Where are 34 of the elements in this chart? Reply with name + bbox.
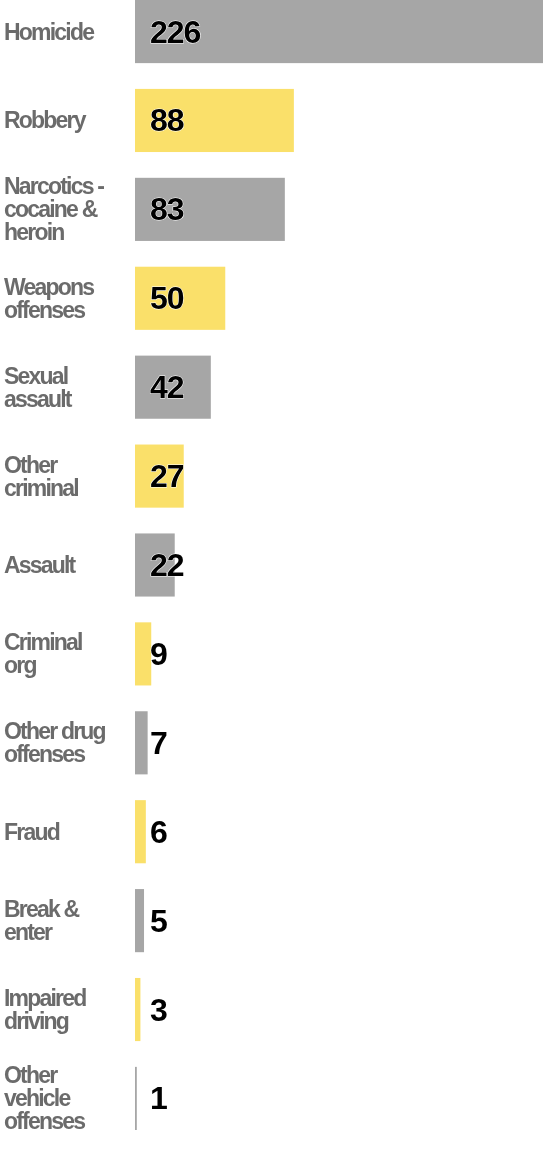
bar [135, 977, 141, 1042]
data-label: 27 [150, 458, 184, 495]
bar [135, 88, 294, 153]
data-label: 5 [150, 902, 167, 939]
data-label: 42 [150, 369, 184, 406]
bar [135, 889, 145, 953]
y-tick-label: Other vehicle offenses [4, 1062, 86, 1135]
y-tick-label: Homicide [4, 18, 95, 45]
y-tick-label: Narcotics - cocaine & heroin [4, 173, 105, 246]
bar [135, 711, 148, 775]
data-label: 3 [150, 991, 167, 1028]
y-tick-label: Criminal org [4, 629, 83, 679]
y-tick-label: Impaired driving [4, 985, 87, 1035]
y-tick-label: Robbery [4, 107, 87, 134]
data-label: 7 [150, 724, 167, 761]
y-tick-label: Weapons offenses [4, 273, 95, 323]
data-label: 50 [150, 280, 184, 317]
data-label: 9 [150, 635, 167, 672]
data-label: 226 [150, 13, 201, 50]
bar [135, 0, 543, 64]
bar [135, 800, 146, 864]
bar [135, 177, 285, 241]
y-tick-label: Other criminal [4, 451, 79, 501]
y-tick-label: Fraud [4, 818, 60, 845]
data-label: 6 [150, 813, 167, 850]
bar [135, 622, 152, 686]
y-tick-label: Other drug offenses [4, 718, 106, 768]
y-tick-label: Sexual assault [4, 362, 73, 412]
data-label: 1 [150, 1080, 167, 1117]
data-label: 22 [150, 547, 184, 583]
y-tick-label: Break & enter [4, 896, 80, 946]
data-label: 88 [150, 102, 184, 139]
data-label: 83 [150, 191, 184, 228]
y-tick-label: Assault [4, 552, 77, 578]
